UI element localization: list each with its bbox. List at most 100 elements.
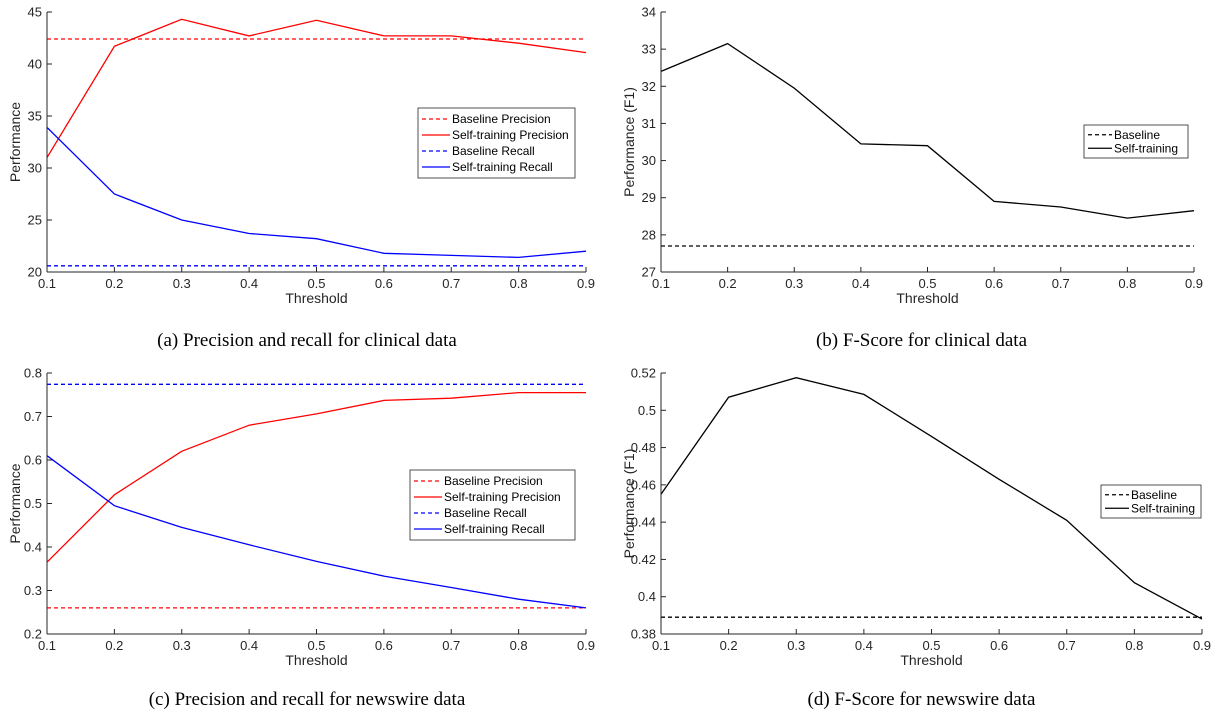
x-tick-label: 0.7	[1058, 638, 1076, 653]
x-tick-label: 0.1	[652, 638, 670, 653]
y-axis-label: Performance	[7, 463, 23, 543]
y-tick-label: 0.44	[631, 515, 656, 530]
legend-label-1: Baseline Precision	[452, 112, 551, 126]
y-tick-label: 35	[28, 109, 42, 124]
y-tick-label: 32	[642, 79, 656, 94]
caption-d: (d) F-Score for newswire data	[807, 689, 1036, 710]
y-tick-label: 25	[28, 213, 42, 228]
x-tick-label: 0.7	[442, 638, 460, 653]
x-tick-label: 0.5	[922, 638, 940, 653]
legend-box	[409, 469, 576, 541]
x-tick-label: 0.4	[852, 276, 870, 291]
x-tick-label: 0.4	[240, 638, 258, 653]
legend-box	[1083, 124, 1189, 159]
legend-label-1: Baseline	[1131, 488, 1177, 502]
legend-label-4: Self-training Recall	[444, 522, 545, 536]
y-tick-label: 33	[642, 42, 656, 57]
y-tick-label: 0.5	[638, 403, 656, 418]
x-tick-label: 0.4	[855, 638, 873, 653]
caption-a: (a) Precision and recall for clinical da…	[157, 330, 457, 351]
x-axis-label: Threshold	[900, 652, 962, 668]
x-tick-label: 0.3	[785, 276, 803, 291]
series-line-2	[660, 42, 1195, 219]
x-tick-label: 0.8	[510, 276, 528, 291]
y-tick-label: 0.7	[24, 409, 42, 424]
y-tick-label: 0.4	[638, 589, 656, 604]
x-tick-label: 0.1	[652, 276, 670, 291]
x-tick-label: 0.6	[375, 276, 393, 291]
y-axis-label: Performance (F1)	[621, 449, 637, 559]
series-line-4	[46, 126, 587, 259]
y-tick-label: 31	[642, 116, 656, 131]
x-tick-label: 0.9	[1185, 276, 1203, 291]
y-tick-label: 0.2	[24, 627, 42, 642]
legend-label-2: Self-training	[1131, 501, 1195, 515]
x-tick-label: 0.7	[442, 276, 460, 291]
y-tick-label: 40	[28, 57, 42, 72]
x-tick-label: 0.2	[719, 276, 737, 291]
x-tick-label: 0.9	[1193, 638, 1211, 653]
legend-box	[417, 107, 576, 179]
x-tick-label: 0.9	[577, 276, 595, 291]
x-tick-label: 0.1	[38, 276, 56, 291]
x-axis-label: Threshold	[285, 290, 347, 306]
x-axis-label: Threshold	[896, 290, 958, 306]
series-line-4	[46, 455, 587, 609]
x-tick-label: 0.8	[1118, 276, 1136, 291]
y-tick-label: 0.46	[631, 477, 656, 492]
x-tick-label: 0.5	[307, 638, 325, 653]
y-tick-label: 0.5	[24, 496, 42, 511]
y-tick-label: 0.6	[24, 453, 42, 468]
x-tick-label: 0.9	[577, 638, 595, 653]
x-tick-label: 0.2	[105, 638, 123, 653]
legend-label-2: Self-training Precision	[452, 128, 569, 142]
y-tick-label: 0.3	[24, 583, 42, 598]
x-tick-label: 0.6	[375, 638, 393, 653]
y-tick-label: 0.8	[24, 366, 42, 381]
y-tick-label: 30	[28, 161, 42, 176]
legend-label-3: Baseline Recall	[452, 144, 535, 158]
chart-d: 0.1 0.2 0.3 0.4 0.5 0.6 0.7 0.8 0.9 0.38 0.4 0.42 0.…	[621, 366, 1211, 669]
caption-b: (b) F-Score for clinical data	[815, 330, 1028, 351]
x-tick-label: 0.5	[307, 276, 325, 291]
legend-label-2: Self-training Precision	[444, 490, 561, 504]
x-axis-label: Threshold	[285, 652, 347, 668]
x-tick-label: 0.6	[990, 638, 1008, 653]
legend-label-2: Self-training	[1114, 141, 1178, 155]
series-line-2	[660, 377, 1203, 620]
x-tick-label: 0.5	[918, 276, 936, 291]
chart-a: 0.1 0.2 0.3 0.4 0.5 0.6 0.7 0.8 0.9 20 25 30 35 40 45 T…	[7, 5, 595, 307]
chart-c: 0.1 0.2 0.3 0.4 0.5 0.6 0.7 0.8 0.90.20.30.40.50…	[7, 366, 595, 669]
x-tick-label: 0.2	[105, 276, 123, 291]
chart-panel-c: 0.1 0.2 0.3 0.4 0.5 0.6 0.7 0.8 0.9 0.2 0.3 0.4 0.5 0…	[0, 358, 614, 717]
y-tick-label: 30	[642, 153, 656, 168]
y-tick-label: 34	[642, 5, 656, 20]
series-line-2	[46, 391, 586, 563]
legend-label-1: Baseline Precision	[444, 474, 543, 488]
y-tick-label: 45	[28, 5, 42, 20]
x-tick-label: 0.4	[240, 276, 258, 291]
x-tick-label: 0.3	[173, 638, 191, 653]
legend-label-3: Baseline Recall	[444, 506, 527, 520]
x-tick-label: 0.8	[510, 638, 528, 653]
chart-panel-b: 0.1 0.2 0.3 0.4 0.5 0.6 0.7 0.8 0.9 27 28 29 30 31 32 3…	[614, 0, 1229, 358]
legend-label-4: Self-training Recall	[452, 160, 553, 174]
x-tick-label: 0.3	[173, 276, 191, 291]
y-tick-label: 0.48	[631, 440, 656, 455]
caption-c: (c) Precision and recall for newswire da…	[148, 689, 466, 710]
y-tick-label: 28	[642, 227, 656, 242]
y-axis-label: Performance	[7, 102, 23, 182]
x-tick-label: 0.8	[1125, 638, 1143, 653]
y-tick-label: 20	[28, 265, 42, 280]
y-tick-label: 0.38	[631, 627, 656, 642]
y-tick-label: 0.52	[631, 366, 656, 381]
series-line-2	[46, 18, 587, 158]
chart-b: 0.1 0.2 0.3 0.4 0.5 0.6 0.7 0.8 0.9 27 28 29 30 31 32 3…	[621, 5, 1203, 307]
chart-panel-a: 0.1 0.2 0.3 0.4 0.5 0.6 0.7 0.8 0.9 20 25 30 35 40 45 T…	[0, 0, 600, 358]
x-tick-label: 0.6	[985, 276, 1003, 291]
x-tick-label: 0.1	[38, 638, 56, 653]
x-tick-label: 0.2	[720, 638, 738, 653]
y-tick-label: 0.42	[631, 552, 656, 567]
legend-label-1: Baseline	[1114, 128, 1160, 142]
y-tick-label: 0.4	[24, 540, 42, 555]
